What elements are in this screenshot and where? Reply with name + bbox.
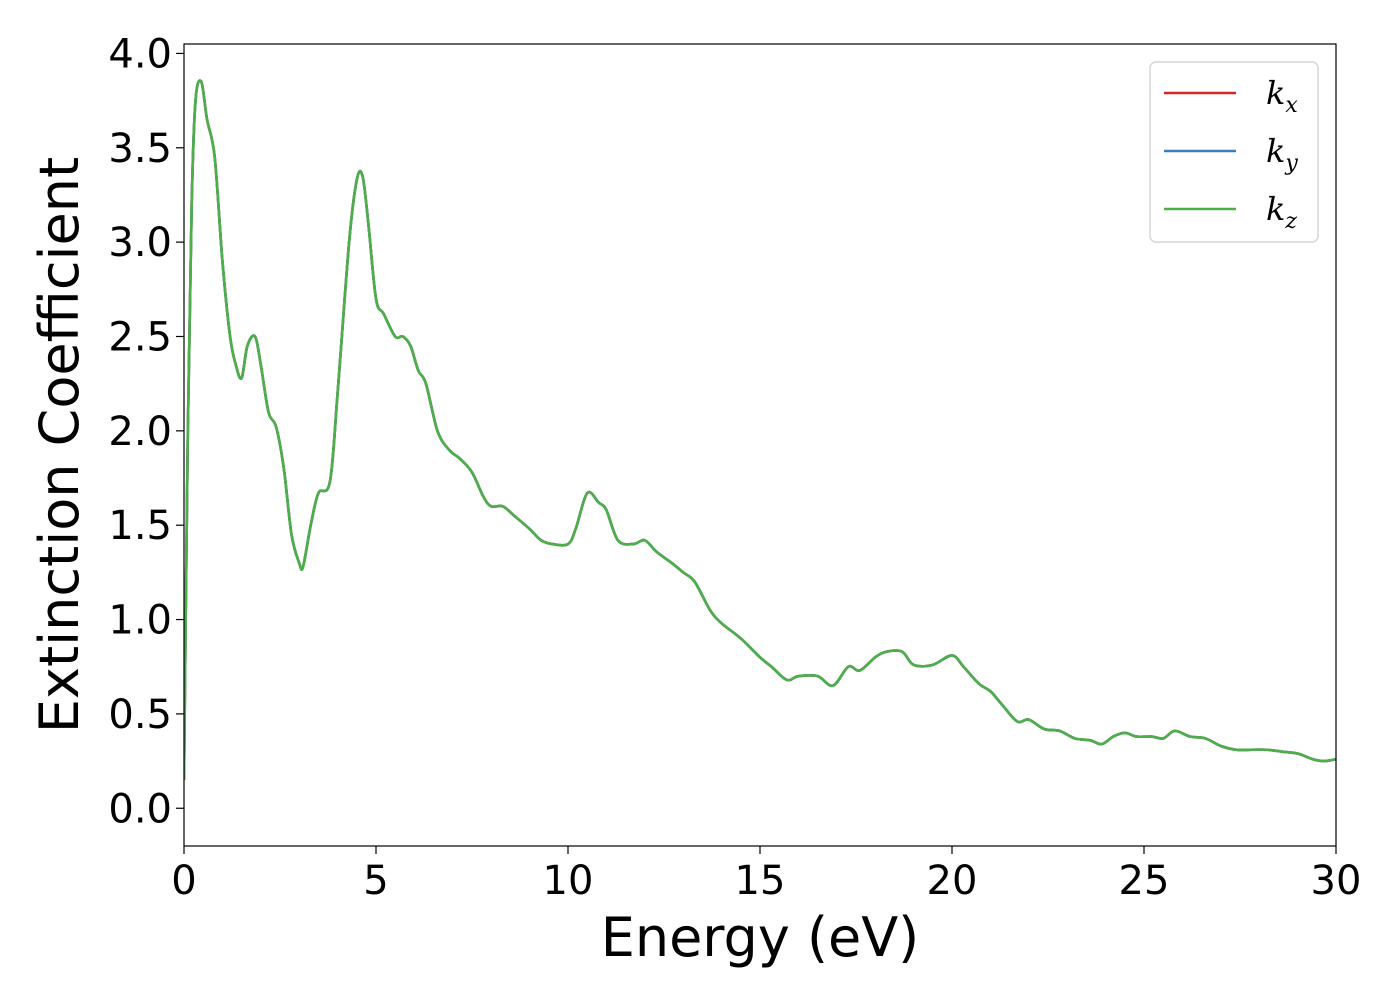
- legend-label-subscript: x: [1285, 93, 1298, 118]
- y-tick-label: 1.5: [108, 503, 172, 549]
- x-tick-label: 5: [363, 858, 388, 904]
- legend-label-subscript: z: [1284, 209, 1297, 234]
- y-tick-label: 3.0: [108, 220, 172, 266]
- x-axis-title: Energy (eV): [601, 906, 920, 969]
- x-tick-label: 30: [1311, 858, 1362, 904]
- y-axis: 0.0 0.5 1.0 1.5 2.0 2.5 3.0 3.5 4.0: [108, 31, 184, 832]
- legend-label-base: k: [1266, 190, 1285, 228]
- x-tick-label: 25: [1119, 858, 1170, 904]
- series-line-kz: [184, 79, 1336, 780]
- y-tick-label: 2.0: [108, 409, 172, 455]
- x-tick-label: 20: [927, 858, 978, 904]
- y-tick-label: 0.0: [108, 786, 172, 832]
- legend-label-base: k: [1266, 132, 1285, 170]
- legend-label-subscript: y: [1284, 151, 1298, 176]
- y-tick-label: 2.5: [108, 314, 172, 360]
- x-tick-label: 15: [735, 858, 786, 904]
- x-axis: 0 5 10 15 20 25 30: [171, 846, 1361, 904]
- y-tick-label: 3.5: [108, 126, 172, 172]
- legend-label-kx: kx: [1266, 74, 1298, 118]
- y-tick-label: 1.0: [108, 598, 172, 644]
- y-tick-label: 4.0: [108, 31, 172, 77]
- legend-label-kz: kz: [1266, 190, 1297, 234]
- y-tick-label: 0.5: [108, 692, 172, 738]
- series-layer: [184, 79, 1336, 780]
- x-tick-label: 10: [543, 858, 594, 904]
- legend-label-ky: ky: [1266, 132, 1298, 176]
- x-tick-label: 0: [171, 858, 196, 904]
- legend-label-base: k: [1266, 74, 1285, 112]
- y-axis-title: Extinction Coefficient: [28, 157, 91, 733]
